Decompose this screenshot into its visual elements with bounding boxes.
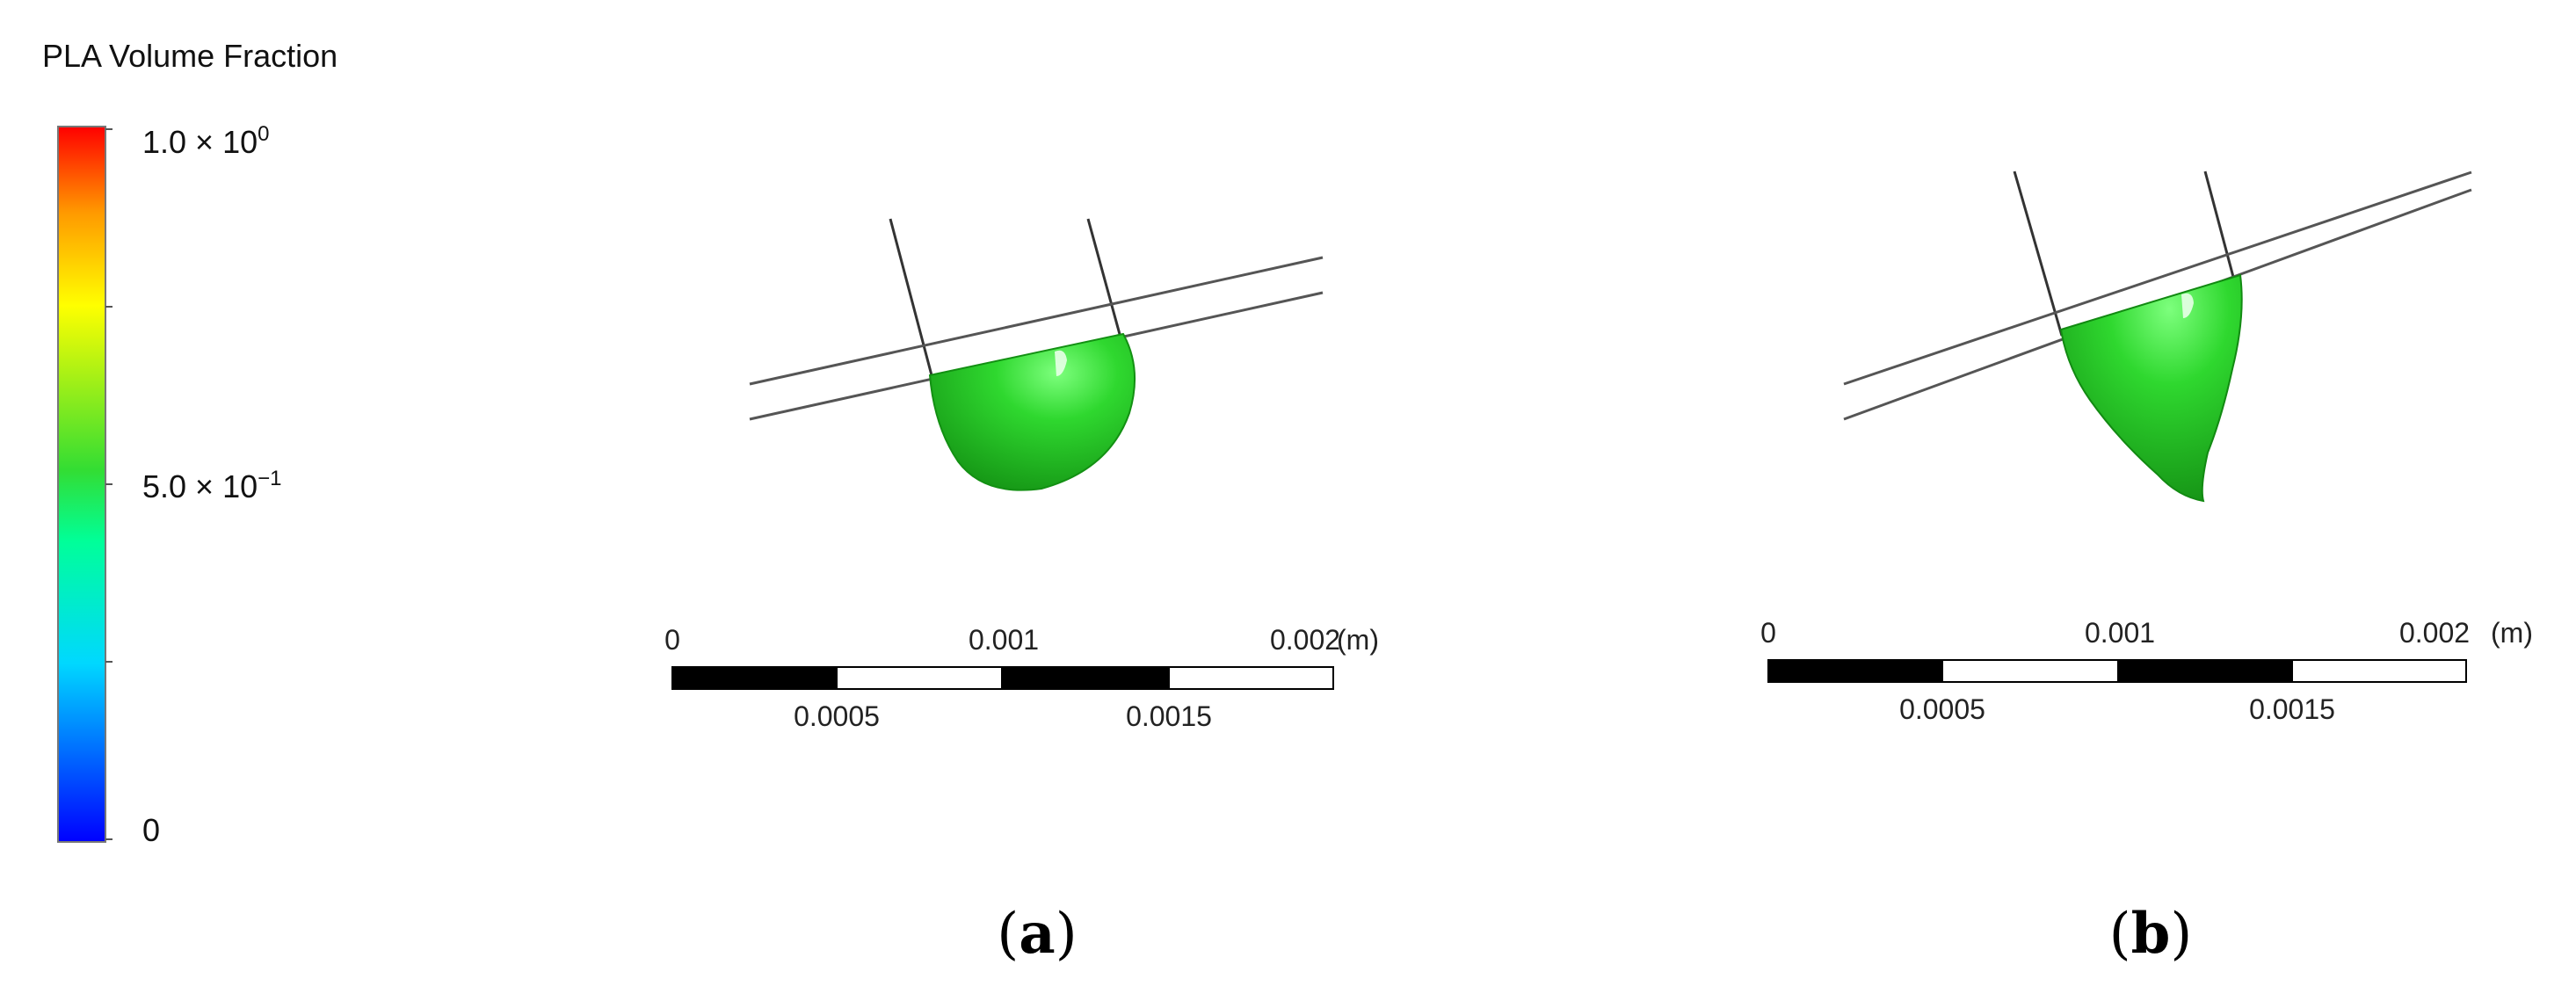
scale-tick-label-0.001: 0.001	[2085, 617, 2155, 649]
droplet	[928, 332, 1136, 491]
scale-segment-1	[671, 666, 838, 690]
scale-tick-label-0.0005: 0.0005	[1899, 693, 1985, 725]
colorbar	[57, 126, 106, 843]
panel-label-a: (a)	[997, 901, 1077, 967]
nozzle-walls	[2013, 170, 2235, 337]
scale-unit: (m)	[1337, 624, 1379, 656]
scale-tick-label-0.0015: 0.0015	[2249, 693, 2335, 725]
scale-tick-label-0.002: 0.002	[1270, 624, 1340, 656]
scale-bar: 0 0.001 0.002 (m) 0.0005 0.0015	[1760, 617, 2533, 725]
panel-b: 0 0.001 0.002 (m) 0.0005 0.0015 (b)	[1760, 170, 2533, 967]
scale-segment-4	[1168, 666, 1334, 690]
panel-label-b: (b)	[2109, 901, 2193, 967]
colorbar-ticks	[105, 128, 112, 840]
scale-tick-label-0: 0	[664, 624, 680, 656]
legend-min-label: 0	[142, 812, 160, 848]
scale-segment-2	[1941, 659, 2119, 683]
droplet-highlight	[2181, 293, 2194, 318]
panel-a: 0 0.001 0.002 (m) 0.0005 0.0015 (a)	[664, 218, 1379, 967]
scale-tick-label-0.002: 0.002	[2399, 617, 2470, 649]
scale-segment-3	[1001, 666, 1170, 690]
droplet	[2059, 273, 2243, 503]
colorbar-legend: PLA Volume Fraction 1.0 × 100 5.0 × 10−1 0	[42, 38, 337, 848]
scale-unit: (m)	[2491, 617, 2533, 649]
scale-segment-4	[2291, 659, 2467, 683]
scale-tick-label-0.001: 0.001	[969, 624, 1039, 656]
nozzle-walls	[889, 218, 1122, 376]
legend-mid-label: 5.0 × 10−1	[142, 467, 282, 504]
scale-segment-2	[836, 666, 1003, 690]
legend-max-label: 1.0 × 100	[142, 122, 269, 160]
scale-segment-1	[1767, 659, 1943, 683]
scale-tick-label-0.0005: 0.0005	[794, 700, 880, 732]
scale-tick-label-0: 0	[1760, 617, 1776, 649]
scale-tick-label-0.0015: 0.0015	[1126, 700, 1212, 732]
scale-bar: 0 0.001 0.002 (m) 0.0005 0.0015	[664, 624, 1379, 732]
scale-segment-3	[2117, 659, 2293, 683]
legend-title: PLA Volume Fraction	[42, 38, 337, 74]
droplet-highlight	[1055, 350, 1067, 376]
